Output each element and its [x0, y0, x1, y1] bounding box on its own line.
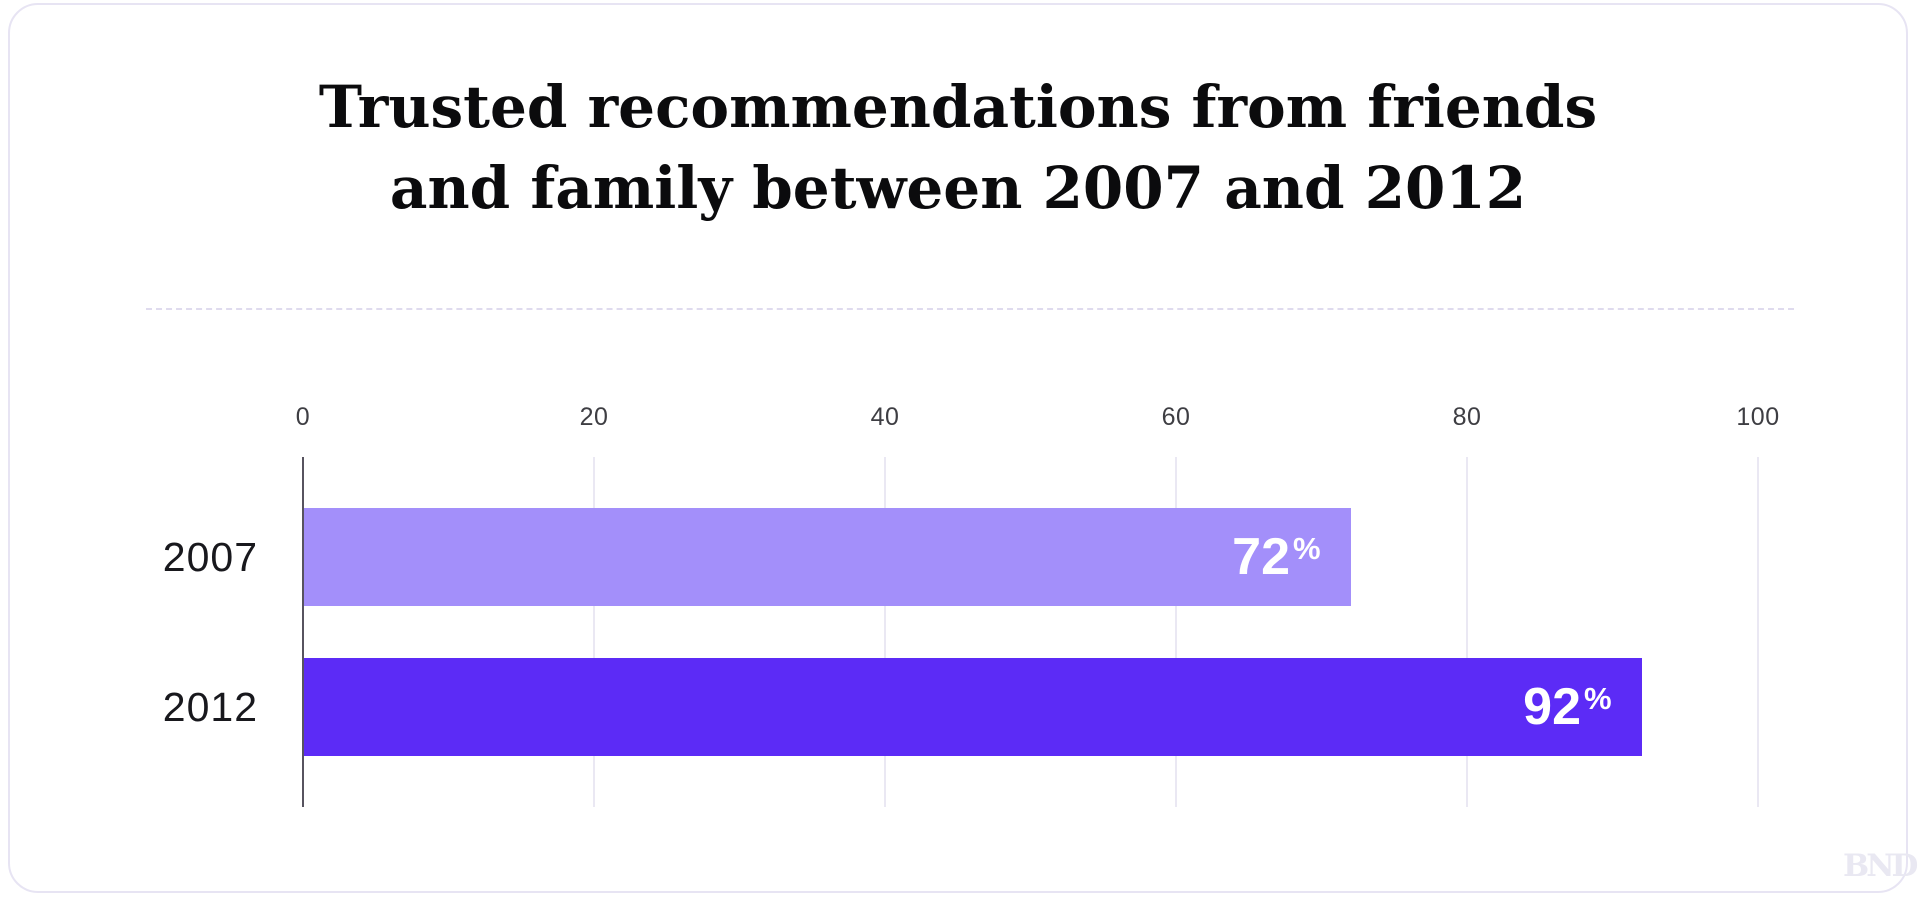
category-label-2012-text: 2012	[162, 683, 258, 730]
x-axis-tick-60: 60	[1161, 403, 1191, 431]
title-divider	[146, 308, 1794, 310]
bar-2007: 72%	[303, 508, 1351, 606]
bar-value-2007-number: 72	[1232, 528, 1291, 586]
y-axis-line	[302, 457, 304, 807]
bar-2012: 92%	[303, 658, 1642, 756]
bar-value-2012-percent-sign: %	[1584, 681, 1612, 716]
bar-value-2007: 72%	[1232, 531, 1320, 583]
bar-value-2012-number: 92	[1523, 678, 1582, 736]
chart-title-line-1: Trusted recommendations from friends	[318, 73, 1598, 141]
bar-value-2012: 92%	[1523, 681, 1611, 733]
bar-value-2007-percent-sign: %	[1293, 531, 1321, 566]
x-axis-tick-0: 0	[295, 403, 311, 431]
plot-area: 72% 92%	[302, 457, 1759, 807]
category-label-2012: 2012	[70, 658, 258, 756]
x-axis-tick-20: 20	[579, 403, 609, 431]
x-axis-tick-80: 80	[1452, 403, 1482, 431]
category-label-2007-text: 2007	[162, 533, 258, 580]
gridline-60	[1175, 457, 1177, 807]
x-axis-ticks: 0 20 40 60 80 100	[296, 403, 1779, 435]
chart-title-line-2: and family between 2007 and 2012	[389, 154, 1527, 223]
gridline-40	[884, 457, 886, 807]
bnd-watermark-logo: BND	[1843, 848, 1918, 884]
chart-card: Trusted recommendations from friends and…	[8, 3, 1918, 893]
gridline-100	[1757, 457, 1759, 807]
x-axis-tick-100: 100	[1736, 403, 1780, 431]
category-label-2007: 2007	[70, 508, 258, 606]
x-axis-tick-40: 40	[870, 403, 900, 431]
gridline-80	[1466, 457, 1468, 807]
gridline-20	[593, 457, 595, 807]
chart-title: Trusted recommendations from friends and…	[10, 67, 1906, 229]
